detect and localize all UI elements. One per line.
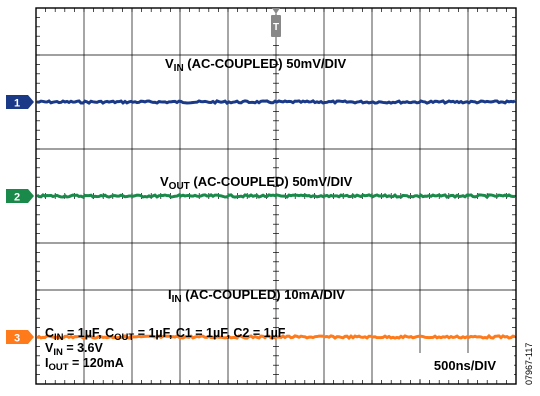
trigger-arrow bbox=[272, 8, 280, 14]
channel-marker-box bbox=[6, 330, 28, 344]
figure-id: 07967-117 bbox=[524, 342, 534, 385]
channel-markers: 1 2 3 bbox=[6, 95, 34, 345]
conditions-iout: IOUT = 120mA bbox=[45, 356, 124, 373]
channel-marker-arrow bbox=[28, 330, 34, 344]
trigger-letter: T bbox=[273, 22, 279, 33]
test-conditions: CIN = 1µF, COUT = 1µF, C1 = 1µF, C2 = 1µ… bbox=[45, 326, 286, 373]
timebase-label: 500ns/DIV bbox=[416, 353, 514, 379]
channel-marker-box bbox=[6, 95, 28, 109]
trace-ch3 bbox=[36, 333, 516, 341]
channel-number: 2 bbox=[14, 192, 20, 204]
conditions-capacitors: CIN = 1µF, COUT = 1µF, C1 = 1µF, C2 = 1µ… bbox=[45, 326, 286, 343]
trace-ch2 bbox=[36, 193, 516, 200]
series-label-ch1: VIN (AC-COUPLED) 50mV/DIV bbox=[165, 56, 347, 74]
channel-marker-arrow bbox=[28, 189, 34, 203]
channel-marker-box bbox=[6, 189, 28, 203]
series-label-ch3: IIN (AC-COUPLED) 10mA/DIV bbox=[168, 287, 345, 305]
trigger-marker: T bbox=[271, 8, 281, 37]
channel-marker-2: 2 bbox=[6, 189, 34, 204]
channel-marker-arrow bbox=[28, 95, 34, 109]
channel-marker-3: 3 bbox=[6, 330, 34, 345]
channel-number: 1 bbox=[14, 98, 20, 110]
trace-layer bbox=[36, 99, 516, 341]
trace-ch1 bbox=[36, 99, 516, 105]
series-label-ch2: VOUT (AC-COUPLED) 50mV/DIV bbox=[160, 174, 353, 192]
channel-number: 3 bbox=[14, 333, 20, 345]
channel-marker-1: 1 bbox=[6, 95, 34, 110]
conditions-vin: VIN = 3.6V bbox=[45, 341, 103, 358]
trigger-box bbox=[271, 15, 281, 37]
